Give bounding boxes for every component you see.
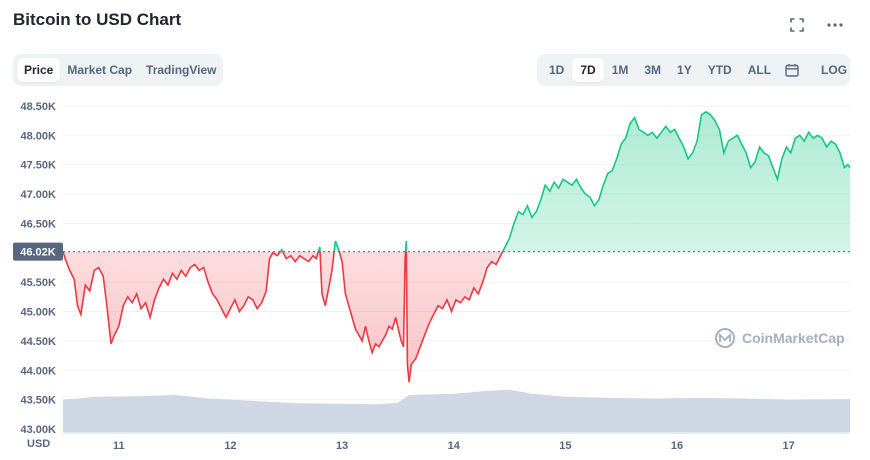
calendar-icon[interactable] <box>779 58 805 82</box>
x-axis: 11 12 13 14 15 16 17 <box>113 440 795 452</box>
y-tick-label: 43.50K <box>21 395 57 407</box>
tab-tradingview[interactable]: TradingView <box>146 63 217 77</box>
y-tick-label: 47.50K <box>21 160 57 172</box>
y-tick-label: 48.50K <box>21 101 57 113</box>
header-actions <box>788 16 844 34</box>
y-tick-label: 44.50K <box>21 336 57 348</box>
watermark-text: CoinMarketCap <box>742 330 845 346</box>
expand-icon[interactable] <box>788 16 806 34</box>
y-tick-label: 47.00K <box>21 189 57 201</box>
x-tick-label: 11 <box>113 440 125 452</box>
x-tick-label: 16 <box>671 440 683 452</box>
range-1m[interactable]: 1M <box>611 63 629 77</box>
price-line-up <box>62 110 851 252</box>
x-axis-unit-label: USD <box>27 438 50 450</box>
y-tick-label: 46.50K <box>21 218 57 230</box>
range-7d[interactable]: 7D <box>572 58 604 82</box>
tab-price[interactable]: Price <box>17 58 61 82</box>
range-1d[interactable]: 1D <box>549 63 565 77</box>
x-tick-label: 17 <box>782 440 794 452</box>
x-tick-label: 12 <box>224 440 236 452</box>
range-all[interactable]: ALL <box>747 63 772 77</box>
range-3m[interactable]: 3M <box>644 63 662 77</box>
range-ytd[interactable]: YTD <box>707 63 732 77</box>
x-tick-label: 14 <box>448 440 461 452</box>
x-tick-label: 13 <box>336 440 348 452</box>
range-selector: 1D 7D 1M 3M 1Y YTD ALL LOG <box>537 54 850 86</box>
tab-market-cap[interactable]: Market Cap <box>67 63 133 77</box>
reference-badge: 46.02K <box>13 242 63 261</box>
reference-label: 46.02K <box>20 247 56 259</box>
price-area-up <box>63 111 850 252</box>
watermark: CoinMarketCap <box>715 328 845 348</box>
x-tick-label: 15 <box>559 440 571 452</box>
volume-area <box>63 389 850 432</box>
y-tick-label: 45.50K <box>21 277 57 289</box>
y-tick-label: 48.00K <box>21 130 57 142</box>
chart-type-tabs: Price Market Cap TradingView <box>13 54 223 86</box>
y-tick-label: 43.00K <box>21 424 57 436</box>
price-area-down <box>63 251 503 383</box>
y-axis: 48.50K48.00K47.50K47.00K46.50K46.00K45.5… <box>21 101 57 436</box>
price-line-down <box>62 251 504 383</box>
y-tick-label: 44.00K <box>21 365 57 377</box>
page-title: Bitcoin to USD Chart <box>13 10 182 29</box>
more-icon[interactable] <box>826 16 844 34</box>
range-1y[interactable]: 1Y <box>677 63 692 77</box>
log-scale-toggle[interactable]: LOG <box>821 63 848 77</box>
y-tick-label: 45.00K <box>21 307 57 319</box>
